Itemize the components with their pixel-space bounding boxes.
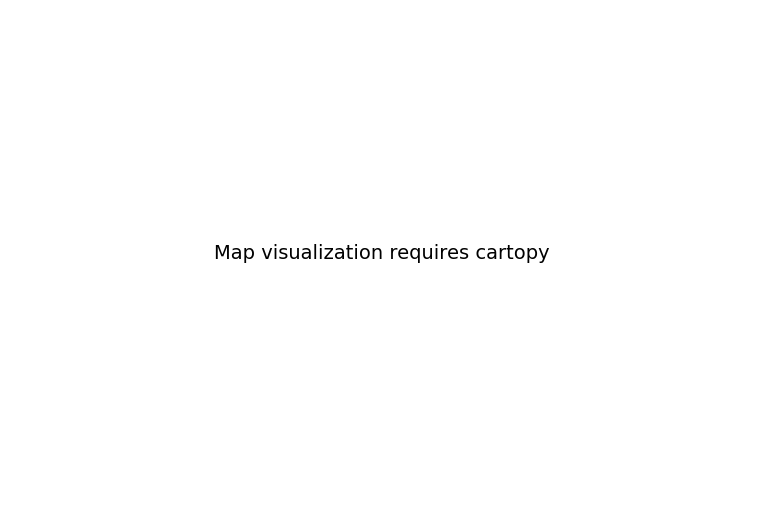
Text: Map visualization requires cartopy: Map visualization requires cartopy xyxy=(214,244,549,263)
